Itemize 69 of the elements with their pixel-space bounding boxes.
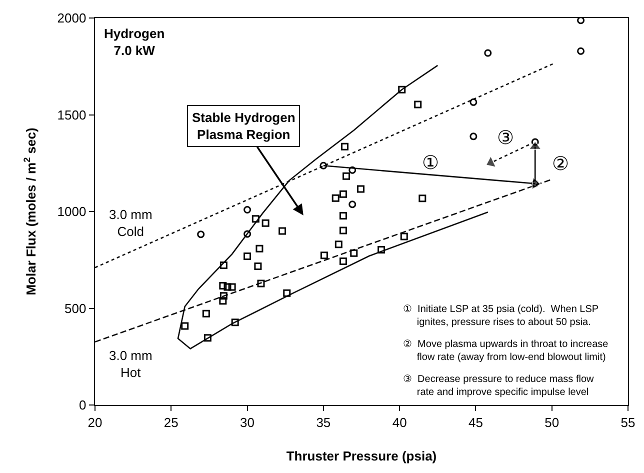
point xyxy=(257,280,265,288)
point xyxy=(220,262,228,270)
annotation: ③ Decrease pressure to reduce mass flow rate and improve specific impulse level xyxy=(403,374,595,398)
annotation: 3.0 mm Hot xyxy=(109,348,152,380)
annotation: ③ xyxy=(497,127,514,149)
point xyxy=(348,166,356,174)
point xyxy=(320,162,328,170)
x-tick-label: 25 xyxy=(164,414,178,430)
point xyxy=(231,318,239,326)
point xyxy=(254,262,262,270)
x-tick-label: 45 xyxy=(468,414,483,430)
point xyxy=(339,190,347,198)
y-tick-label: 1000 xyxy=(57,204,86,220)
x-tick-label: 55 xyxy=(620,414,636,430)
point xyxy=(470,132,478,140)
x-tick-label: 35 xyxy=(316,414,331,430)
annotation: ② Move plasma upwards in throat to increase flow rate (away from low-end blowout limit) xyxy=(403,339,609,363)
point xyxy=(348,200,356,208)
point xyxy=(332,194,340,202)
point xyxy=(228,283,236,291)
point xyxy=(219,297,227,305)
point xyxy=(283,289,291,297)
point xyxy=(197,230,205,238)
point xyxy=(252,215,260,223)
x-tick-label: 20 xyxy=(88,414,102,430)
point xyxy=(244,230,252,238)
point xyxy=(278,227,286,235)
point xyxy=(470,98,478,106)
y-tick-label: 2000 xyxy=(57,10,86,26)
point xyxy=(219,282,227,290)
annotation: Hydrogen 7.0 kW xyxy=(104,26,165,58)
y-tick-label: 0 xyxy=(78,398,86,413)
point xyxy=(339,257,347,265)
point xyxy=(244,206,252,214)
point xyxy=(262,219,270,227)
x-axis-title: Thruster Pressure (psia) xyxy=(286,448,437,464)
annotation: ② xyxy=(552,153,570,175)
point xyxy=(342,172,350,180)
point xyxy=(398,86,406,94)
point xyxy=(418,194,426,202)
annotation: 3.0 mm Cold xyxy=(109,207,152,239)
point xyxy=(350,249,358,257)
y-tick-label: 1500 xyxy=(57,107,86,122)
point xyxy=(244,252,252,260)
annotation: Stable Hydrogen Plasma Region xyxy=(192,110,296,142)
point xyxy=(356,185,364,193)
point xyxy=(181,322,189,330)
point xyxy=(220,292,228,300)
x-tick-label: 50 xyxy=(544,414,560,430)
annotation: ① xyxy=(422,152,440,174)
x-tick-label: 40 xyxy=(392,414,407,430)
point xyxy=(339,212,347,220)
point xyxy=(202,310,210,318)
point xyxy=(334,240,342,248)
point xyxy=(414,100,422,108)
point xyxy=(400,232,408,240)
point xyxy=(339,226,347,234)
point xyxy=(224,283,232,291)
point xyxy=(341,142,348,150)
point xyxy=(577,18,585,24)
point xyxy=(484,49,492,57)
point xyxy=(577,47,585,55)
y-tick-label: 500 xyxy=(64,300,86,316)
x-tick-label: 30 xyxy=(240,414,255,430)
point xyxy=(256,244,264,252)
annotation: ① Initiate LSP at 35 psia (cold). When LSP ignites, pressure rises to about 50 psia. xyxy=(403,304,599,328)
point xyxy=(320,252,328,260)
point xyxy=(378,246,386,254)
point xyxy=(204,334,212,342)
